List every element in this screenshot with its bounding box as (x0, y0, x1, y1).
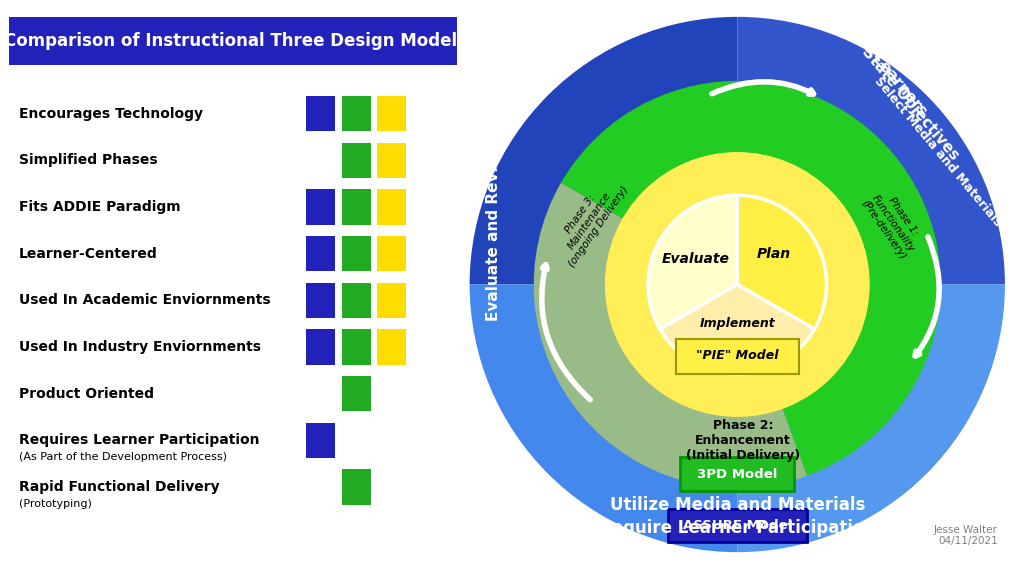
Text: Evaluate and Revise: Evaluate and Revise (485, 147, 501, 321)
Text: Plan: Plan (757, 247, 791, 261)
FancyArrowPatch shape (542, 265, 590, 400)
Text: Fits ADDIE Paradigm: Fits ADDIE Paradigm (18, 200, 180, 214)
FancyBboxPatch shape (306, 189, 336, 225)
FancyBboxPatch shape (342, 96, 371, 131)
Text: Evaluate: Evaluate (662, 253, 729, 266)
FancyBboxPatch shape (342, 283, 371, 318)
Text: Used In Industry Enviornments: Used In Industry Enviornments (18, 340, 261, 354)
FancyBboxPatch shape (342, 143, 371, 178)
FancyBboxPatch shape (306, 96, 336, 131)
FancyBboxPatch shape (680, 457, 795, 491)
FancyBboxPatch shape (306, 283, 336, 318)
Text: Product Oriented: Product Oriented (18, 387, 154, 401)
FancyBboxPatch shape (668, 509, 807, 542)
Text: Select Media and Materials: Select Media and Materials (871, 75, 1005, 229)
FancyBboxPatch shape (342, 376, 371, 411)
FancyBboxPatch shape (306, 329, 336, 365)
FancyArrowPatch shape (712, 82, 813, 94)
FancyBboxPatch shape (306, 423, 336, 458)
Text: Phase 1:
Functionality
(Pre-delivery): Phase 1: Functionality (Pre-delivery) (860, 185, 927, 262)
FancyBboxPatch shape (377, 143, 407, 178)
FancyBboxPatch shape (306, 236, 336, 271)
Wedge shape (534, 183, 807, 488)
Text: Encourages Technology: Encourages Technology (18, 107, 203, 121)
FancyBboxPatch shape (676, 339, 799, 374)
Text: Require Learner Participation: Require Learner Participation (599, 519, 876, 538)
Wedge shape (648, 195, 737, 329)
Text: Utilize Media and Materials: Utilize Media and Materials (609, 496, 865, 514)
Wedge shape (470, 284, 737, 552)
Text: Phase 2:
Enhancement
(Initial Delivery): Phase 2: Enhancement (Initial Delivery) (686, 419, 800, 462)
Text: (Prototyping): (Prototyping) (18, 499, 92, 509)
FancyBboxPatch shape (342, 236, 371, 271)
FancyArrowPatch shape (915, 237, 939, 356)
Wedge shape (737, 17, 1005, 284)
FancyBboxPatch shape (342, 329, 371, 365)
Text: Jesse Walter
04/11/2021: Jesse Walter 04/11/2021 (934, 525, 997, 546)
Text: Learner-Centered: Learner-Centered (18, 247, 158, 261)
Text: Requires Learner Participation: Requires Learner Participation (18, 434, 259, 447)
Wedge shape (470, 17, 737, 284)
FancyBboxPatch shape (9, 17, 457, 65)
Text: Comparison of Instructional Three Design Models: Comparison of Instructional Three Design… (4, 32, 467, 50)
Text: (As Part of the Development Process): (As Part of the Development Process) (18, 452, 227, 463)
Text: State Objectives: State Objectives (859, 44, 962, 163)
FancyBboxPatch shape (342, 469, 371, 505)
Wedge shape (737, 284, 1005, 552)
FancyBboxPatch shape (377, 329, 407, 365)
Text: Analyze Learners: Analyze Learners (823, 0, 930, 119)
Wedge shape (561, 81, 941, 476)
Text: Phase 3:
Maintenance
(ongoing Delivery): Phase 3: Maintenance (ongoing Delivery) (548, 171, 631, 269)
Wedge shape (737, 195, 826, 329)
Text: 3PD Model: 3PD Model (697, 468, 777, 481)
FancyBboxPatch shape (377, 283, 407, 318)
Text: Implement: Implement (699, 317, 775, 330)
Text: ASSURE Model: ASSURE Model (683, 519, 792, 532)
Text: Used In Academic Enviornments: Used In Academic Enviornments (18, 294, 270, 307)
FancyBboxPatch shape (377, 96, 407, 131)
Wedge shape (660, 284, 814, 374)
Text: "PIE" Model: "PIE" Model (696, 349, 778, 362)
FancyBboxPatch shape (377, 236, 407, 271)
Text: Simplified Phases: Simplified Phases (18, 154, 158, 167)
FancyBboxPatch shape (342, 189, 371, 225)
FancyBboxPatch shape (377, 189, 407, 225)
Text: Rapid Functional Delivery: Rapid Functional Delivery (18, 480, 219, 494)
Circle shape (605, 152, 869, 417)
